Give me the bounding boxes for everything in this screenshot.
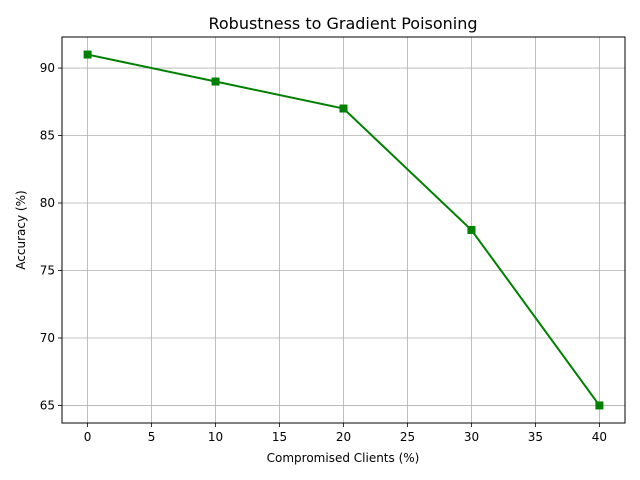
data-point-marker xyxy=(467,226,476,234)
data-point-marker xyxy=(211,77,220,86)
x-tick-label: 5 xyxy=(148,430,156,444)
grid-lines xyxy=(62,37,625,423)
x-tick-label: 30 xyxy=(464,430,479,444)
x-tick-label: 0 xyxy=(84,430,92,444)
x-tick-label: 20 xyxy=(336,430,351,444)
data-point-marker xyxy=(595,401,604,410)
x-axis-ticks: 0 5 10 15 20 25 30 35 40 xyxy=(84,423,607,444)
x-tick-label: 35 xyxy=(528,430,543,444)
y-tick-label: 65 xyxy=(40,398,55,412)
y-tick-label: 85 xyxy=(40,129,55,143)
data-point-marker xyxy=(83,50,92,59)
y-axis-label: Accuracy (%) xyxy=(14,190,28,269)
x-tick-label: 25 xyxy=(400,430,415,444)
y-axis-ticks: 65 70 75 80 85 90 xyxy=(40,61,62,412)
x-tick-label: 40 xyxy=(592,430,607,444)
y-tick-label: 90 xyxy=(40,61,55,75)
y-tick-label: 80 xyxy=(40,196,55,210)
data-series xyxy=(83,50,604,410)
x-tick-label: 10 xyxy=(208,430,223,444)
x-tick-label: 15 xyxy=(272,430,287,444)
x-axis-label: Compromised Clients (%) xyxy=(267,451,420,465)
y-tick-label: 70 xyxy=(40,331,55,345)
data-point-marker xyxy=(339,104,348,113)
y-tick-label: 75 xyxy=(40,263,55,277)
chart-title: Robustness to Gradient Poisoning xyxy=(208,14,477,33)
